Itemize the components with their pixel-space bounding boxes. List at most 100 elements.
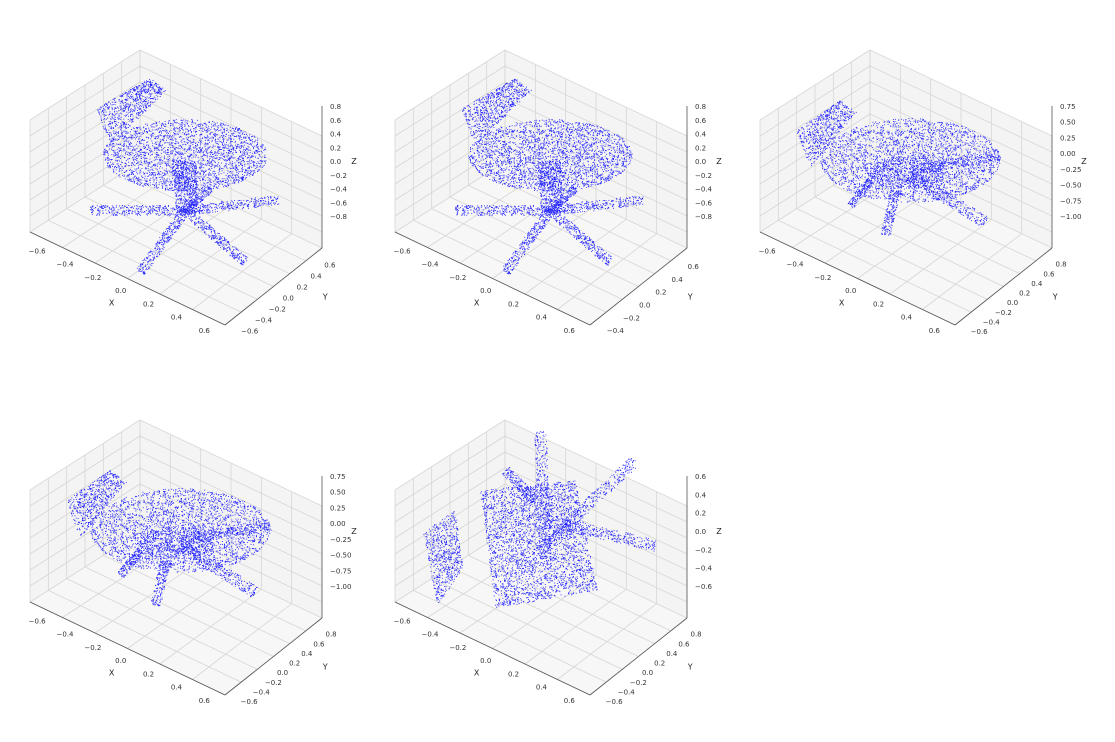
y-tick-label: −0.2 <box>995 309 1012 317</box>
x-tick-label: −0.6 <box>29 247 47 255</box>
x-tick-label: −0.2 <box>814 274 831 282</box>
z-tick-label: 0.0 <box>695 158 706 166</box>
x-tick-label: −0.6 <box>29 617 47 625</box>
z-tick-label: 0.50 <box>330 489 346 497</box>
y-tick-label: −0.4 <box>607 327 625 335</box>
chart-panel-5: −0.6 −0.4 −0.2 0.0 0.2 0.4 0.6 X −0.6 −0.4 −0.2 0.0… <box>365 370 725 715</box>
x-tick-label: −0.2 <box>449 274 466 282</box>
z-tick-label: −0.2 <box>695 546 712 554</box>
scatter3d-plot: −0.6−0.4−0.20.00.20.40.6X−0.6−0.4−0.20.0… <box>29 49 357 336</box>
x-axis-label: X <box>109 299 115 308</box>
x-tick-label: 0.4 <box>171 684 183 692</box>
x-axis-label: X <box>474 299 480 308</box>
y-tick-label: 0.6 <box>678 640 690 648</box>
y-tick-label: 0.2 <box>655 289 666 297</box>
y-tick-label: −0.4 <box>255 317 273 325</box>
z-tick-label: −0.25 <box>1060 166 1081 174</box>
y-tick-label: 0.8 <box>691 631 702 639</box>
z-tick-label: 0.8 <box>695 103 706 111</box>
x-tick-label: −0.4 <box>422 261 440 269</box>
x-tick-label: 0.6 <box>564 697 576 705</box>
point-cloud <box>423 431 656 608</box>
z-tick-label: −0.75 <box>1060 197 1081 205</box>
z-tick-label: 0.4 <box>695 491 707 499</box>
z-tick-label: 0.50 <box>1060 119 1076 127</box>
x-tick-label: −0.2 <box>449 644 466 652</box>
z-tick-label: −0.50 <box>1060 182 1081 190</box>
point-cloud <box>90 79 280 275</box>
x-tick-label: 0.4 <box>536 684 548 692</box>
x-tick-label: 0.4 <box>901 314 913 322</box>
z-tick-label: 0.8 <box>330 103 341 111</box>
y-tick-label: 0.4 <box>301 650 313 658</box>
y-tick-label: 0.2 <box>297 284 308 292</box>
y-tick-label: −0.2 <box>630 679 647 687</box>
z-axis-label: Z <box>716 527 722 536</box>
x-tick-label: 0.0 <box>115 657 126 665</box>
y-tick-label: −0.2 <box>623 314 640 322</box>
z-tick-label: −1.00 <box>330 583 351 591</box>
x-tick-label: 0.0 <box>845 287 856 295</box>
y-tick-label: 0.2 <box>1019 290 1030 298</box>
y-tick-label: 0.0 <box>642 669 653 677</box>
chart-panel-1: −0.6 −0.4 −0.2 0.0 0.2 0.4 0.6 X −0.6 −0.4 −0.2 0.0… <box>0 0 360 345</box>
point-cloud <box>797 100 1001 236</box>
z-tick-label: 0.00 <box>1060 150 1076 158</box>
y-axis-label: Y <box>687 662 693 671</box>
z-tick-label: 0.25 <box>1060 134 1076 142</box>
z-tick-label: −0.6 <box>695 199 713 207</box>
z-axis-label: Z <box>351 527 357 536</box>
x-axis-label: X <box>474 669 480 678</box>
y-tick-label: 0.2 <box>654 660 665 668</box>
y-tick-label: −0.4 <box>618 688 636 696</box>
y-tick-label: 0.8 <box>326 631 337 639</box>
z-tick-label: 0.75 <box>330 473 346 481</box>
z-tick-label: −0.4 <box>330 186 348 194</box>
z-tick-label: −0.8 <box>695 213 712 221</box>
y-axis-label: Y <box>1052 292 1058 301</box>
x-axis-label: X <box>109 669 115 678</box>
z-axis-label: Z <box>1081 157 1087 166</box>
x-tick-label: 0.2 <box>508 300 519 308</box>
x-tick-label: −0.4 <box>57 631 75 639</box>
y-axis-label: Y <box>322 292 328 301</box>
x-tick-label: 0.4 <box>171 314 183 322</box>
x-tick-label: −0.6 <box>394 617 412 625</box>
z-tick-label: −0.25 <box>330 536 351 544</box>
point-cloud <box>68 470 272 607</box>
x-tick-label: 0.6 <box>929 327 941 335</box>
chart-panel-3: −0.6 −0.4 −0.2 0.0 0.2 0.4 0.6 X −0.6 −0.4 −0.2 0.0… <box>730 0 1090 345</box>
x-axis-label: X <box>839 299 845 308</box>
z-tick-label: 0.4 <box>695 131 707 139</box>
z-tick-label: 0.2 <box>330 144 341 152</box>
z-tick-label: −0.75 <box>330 567 351 575</box>
y-tick-label: 0.4 <box>1031 280 1043 288</box>
z-tick-label: 0.6 <box>695 117 707 125</box>
y-tick-label: −0.6 <box>971 328 989 336</box>
y-tick-label: 0.6 <box>324 262 336 270</box>
x-tick-label: 0.0 <box>480 287 491 295</box>
x-tick-label: 0.2 <box>143 670 154 678</box>
z-tick-label: 0.0 <box>330 158 341 166</box>
z-tick-label: −0.4 <box>695 186 713 194</box>
y-tick-label: −0.6 <box>241 698 259 706</box>
z-tick-label: −1.00 <box>1060 213 1081 221</box>
z-tick-label: −0.4 <box>695 565 713 573</box>
x-tick-label: 0.4 <box>536 314 548 322</box>
x-tick-label: 0.0 <box>480 657 491 665</box>
x-tick-label: −0.2 <box>84 274 101 282</box>
scatter3d-plot: −0.6−0.4−0.20.00.20.40.6X−0.6−0.4−0.20.0… <box>394 419 722 706</box>
z-tick-label: −0.8 <box>330 213 347 221</box>
z-tick-label: 0.2 <box>695 510 706 518</box>
x-tick-label: −0.4 <box>422 631 440 639</box>
x-tick-label: 0.6 <box>199 697 211 705</box>
z-tick-label: 0.4 <box>330 131 342 139</box>
y-tick-label: 0.4 <box>666 650 678 658</box>
y-tick-label: 0.0 <box>283 295 294 303</box>
x-tick-label: −0.4 <box>787 261 805 269</box>
y-tick-label: 0.2 <box>289 660 300 668</box>
y-tick-label: −0.4 <box>983 318 1001 326</box>
y-tick-label: 0.0 <box>1007 299 1018 307</box>
x-tick-label: 0.2 <box>508 670 519 678</box>
x-tick-label: −0.6 <box>394 247 412 255</box>
